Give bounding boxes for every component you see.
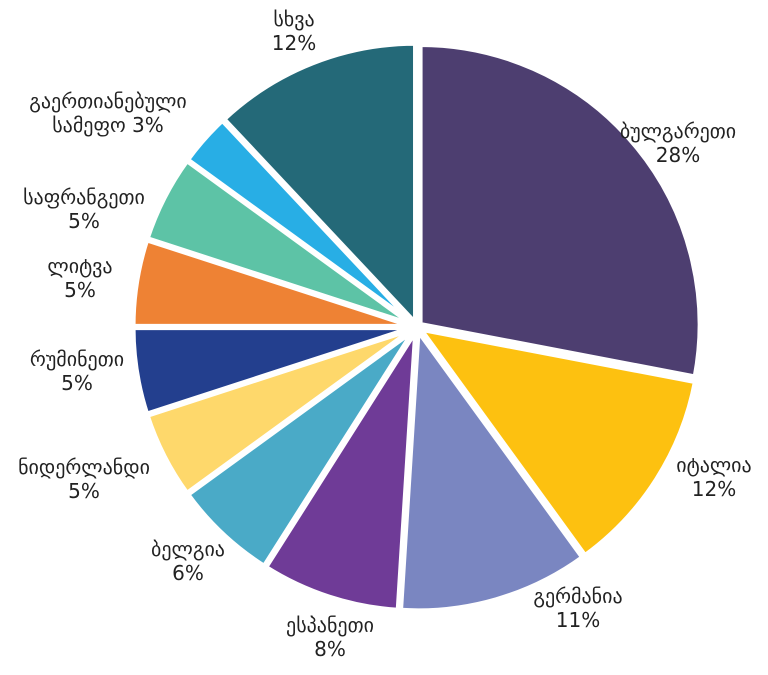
- pie-slice-4: [263, 328, 419, 613]
- pie-labels: ბულგარეთი 28% იტალია 12% გერმანია 11% ესპანეთი…: [18, 7, 752, 661]
- pie-label-11: სხვა 12%: [272, 7, 316, 55]
- pie-label-4: ესპანეთი 8%: [286, 613, 374, 661]
- pie-slice-11: [221, 40, 419, 326]
- pie-slice-3: [398, 328, 586, 614]
- pie-label-10: გაერთიანებული სამეფო 3%: [29, 89, 186, 137]
- pie-label-1: ბულგარეთი 28%: [620, 119, 736, 167]
- pie-slice-1: [417, 41, 703, 380]
- pie-label-6: ნიდერლანდი 5%: [18, 455, 150, 503]
- pie-slices: [130, 40, 703, 614]
- pie-slice-2: [417, 326, 698, 559]
- pie-label-2: იტალია 12%: [676, 453, 751, 501]
- pie-label-8: ლიტვა 5%: [47, 254, 112, 302]
- pie-label-3: გერმანია 11%: [533, 584, 622, 632]
- pie-label-5: ბელგია 6%: [151, 537, 225, 585]
- pie-label-9: საფრანგეთი 5%: [23, 185, 145, 233]
- pie-label-7: რუმინეთი 5%: [30, 347, 124, 395]
